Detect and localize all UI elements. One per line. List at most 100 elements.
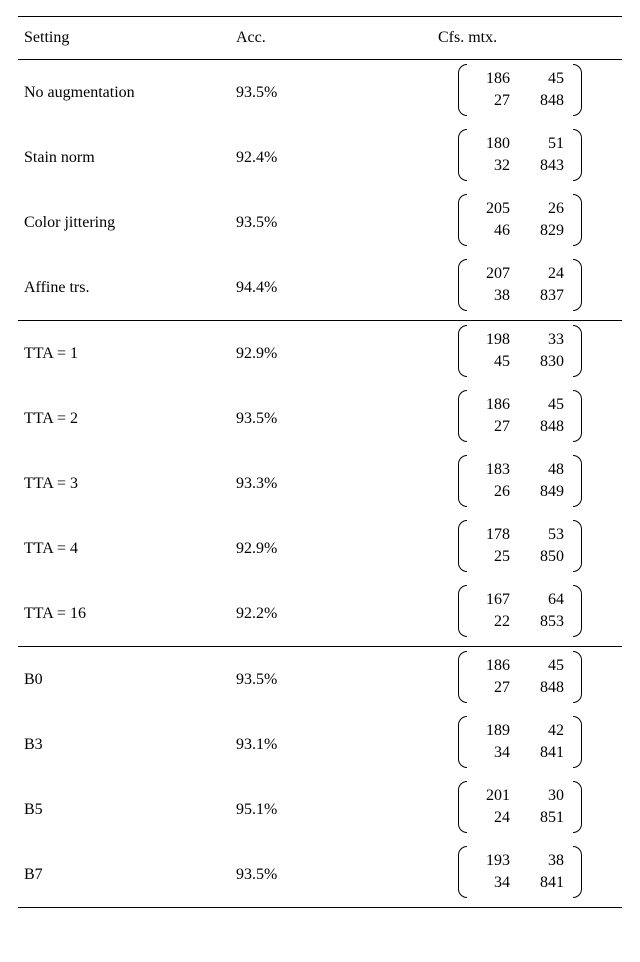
table-row: TTA = 393.3% 1834826849 [18, 451, 622, 516]
matrix-cell: 205 [466, 198, 520, 220]
matrix-cell: 24 [466, 807, 520, 829]
matrix-cell: 24 [520, 263, 574, 285]
confusion-matrix: 2013024851 [458, 781, 582, 833]
matrix-cell-wrap: 1864527848 [432, 60, 622, 126]
confusion-matrix: 1894234841 [458, 716, 582, 768]
header-setting: Setting [18, 17, 230, 60]
matrix-cell: 51 [520, 133, 574, 155]
setting-cell: B5 [18, 777, 230, 842]
matrix-cell: 27 [466, 90, 520, 112]
confusion-matrix: 1805132843 [458, 129, 582, 181]
matrix-cell: 198 [466, 329, 520, 351]
table-row: TTA = 1692.2%1676422853 [18, 581, 622, 647]
matrix-cell: 45 [466, 351, 520, 373]
matrix-cell: 848 [520, 416, 574, 438]
matrix-cell: 186 [466, 655, 520, 677]
matrix-cell-wrap: 1785325850 [432, 516, 622, 581]
confusion-matrix: 1983345830 [458, 325, 582, 377]
header-mtx: Cfs. mtx. [432, 17, 622, 60]
setting-cell: TTA = 16 [18, 581, 230, 647]
matrix-cell: 48 [520, 459, 574, 481]
table-row: B093.5% 1864527848 [18, 647, 622, 713]
matrix-cell: 186 [466, 394, 520, 416]
matrix-cell: 38 [466, 285, 520, 307]
results-table: Setting Acc. Cfs. mtx. No augmentation93… [18, 16, 622, 908]
accuracy-cell: 93.1% [230, 712, 432, 777]
confusion-matrix: 2072438837 [458, 259, 582, 311]
matrix-cell: 180 [466, 133, 520, 155]
matrix-cell: 34 [466, 742, 520, 764]
matrix-cell: 829 [520, 220, 574, 242]
accuracy-cell: 93.3% [230, 451, 432, 516]
matrix-cell: 53 [520, 524, 574, 546]
matrix-cell: 25 [466, 546, 520, 568]
setting-cell: B3 [18, 712, 230, 777]
table-row: Affine trs.94.4%2072438837 [18, 255, 622, 321]
matrix-cell: 843 [520, 155, 574, 177]
matrix-cell: 34 [466, 872, 520, 894]
setting-cell: TTA = 2 [18, 386, 230, 451]
matrix-cell: 33 [520, 329, 574, 351]
confusion-matrix: 1933834841 [458, 846, 582, 898]
table-body: No augmentation93.5%1864527848Stain norm… [18, 60, 622, 908]
matrix-cell: 64 [520, 589, 574, 611]
matrix-cell: 167 [466, 589, 520, 611]
confusion-matrix: 1864527848 [458, 390, 582, 442]
matrix-cell: 45 [520, 68, 574, 90]
matrix-cell: 45 [520, 655, 574, 677]
confusion-matrix: 1785325850 [458, 520, 582, 572]
matrix-cell-wrap: 2052646829 [432, 190, 622, 255]
table-row: Stain norm92.4% 1805132843 [18, 125, 622, 190]
accuracy-cell: 93.5% [230, 60, 432, 126]
matrix-cell: 841 [520, 742, 574, 764]
accuracy-cell: 93.5% [230, 647, 432, 713]
table-row: B793.5%1933834841 [18, 842, 622, 908]
matrix-cell-wrap: 1834826849 [432, 451, 622, 516]
matrix-cell-wrap: 1864527848 [432, 647, 622, 713]
matrix-cell: 42 [520, 720, 574, 742]
matrix-cell: 32 [466, 155, 520, 177]
table-row: TTA = 492.9% 1785325850 [18, 516, 622, 581]
accuracy-cell: 93.5% [230, 386, 432, 451]
matrix-cell: 830 [520, 351, 574, 373]
table-row: Color jittering93.5% 2052646829 [18, 190, 622, 255]
matrix-cell: 26 [520, 198, 574, 220]
matrix-cell-wrap: 1805132843 [432, 125, 622, 190]
confusion-matrix: 2052646829 [458, 194, 582, 246]
matrix-cell: 849 [520, 481, 574, 503]
setting-cell: TTA = 4 [18, 516, 230, 581]
matrix-cell-wrap: 1983345830 [432, 321, 622, 387]
setting-cell: Color jittering [18, 190, 230, 255]
accuracy-cell: 95.1% [230, 777, 432, 842]
matrix-cell: 46 [466, 220, 520, 242]
matrix-cell: 38 [520, 850, 574, 872]
matrix-cell-wrap: 2072438837 [432, 255, 622, 321]
setting-cell: TTA = 3 [18, 451, 230, 516]
accuracy-cell: 94.4% [230, 255, 432, 321]
setting-cell: TTA = 1 [18, 321, 230, 387]
confusion-matrix: 1864527848 [458, 64, 582, 116]
accuracy-cell: 93.5% [230, 190, 432, 255]
matrix-cell: 183 [466, 459, 520, 481]
setting-cell: Stain norm [18, 125, 230, 190]
matrix-cell: 837 [520, 285, 574, 307]
accuracy-cell: 92.2% [230, 581, 432, 647]
header-acc: Acc. [230, 17, 432, 60]
confusion-matrix: 1834826849 [458, 455, 582, 507]
setting-cell: No augmentation [18, 60, 230, 126]
matrix-cell: 841 [520, 872, 574, 894]
matrix-cell: 193 [466, 850, 520, 872]
matrix-cell: 189 [466, 720, 520, 742]
matrix-cell: 186 [466, 68, 520, 90]
accuracy-cell: 92.4% [230, 125, 432, 190]
matrix-cell: 178 [466, 524, 520, 546]
setting-cell: B7 [18, 842, 230, 908]
table-row: B393.1% 1894234841 [18, 712, 622, 777]
confusion-matrix: 1864527848 [458, 651, 582, 703]
setting-cell: B0 [18, 647, 230, 713]
accuracy-cell: 92.9% [230, 321, 432, 387]
matrix-cell-wrap: 1676422853 [432, 581, 622, 647]
matrix-cell: 30 [520, 785, 574, 807]
matrix-cell: 207 [466, 263, 520, 285]
accuracy-cell: 92.9% [230, 516, 432, 581]
